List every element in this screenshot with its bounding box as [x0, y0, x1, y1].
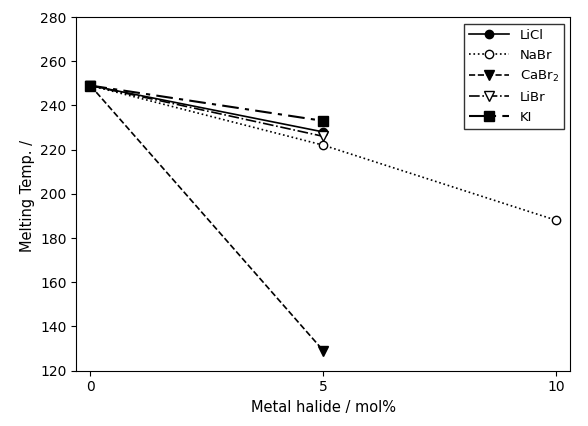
LiCl — [87, 83, 94, 88]
LiBr — [87, 83, 94, 88]
Line: LiCl: LiCl — [86, 81, 328, 136]
Line: LiBr: LiBr — [86, 81, 328, 141]
NaBr — [553, 218, 560, 223]
NaBr — [320, 143, 327, 148]
Line: KI: KI — [86, 81, 328, 126]
Legend: LiCl, NaBr, CaBr$_2$, LiBr, KI: LiCl, NaBr, CaBr$_2$, LiBr, KI — [464, 23, 564, 130]
CaBr$_2$ — [87, 83, 94, 88]
Line: CaBr$_2$: CaBr$_2$ — [86, 81, 328, 356]
KI — [87, 83, 94, 88]
LiCl — [320, 130, 327, 135]
LiBr — [320, 134, 327, 139]
KI — [320, 118, 327, 124]
NaBr — [87, 83, 94, 88]
X-axis label: Metal halide / mol%: Metal halide / mol% — [251, 400, 396, 415]
Y-axis label: Melting Temp. / : Melting Temp. / — [19, 135, 35, 252]
CaBr$_2$ — [320, 348, 327, 353]
Line: NaBr: NaBr — [86, 81, 560, 225]
